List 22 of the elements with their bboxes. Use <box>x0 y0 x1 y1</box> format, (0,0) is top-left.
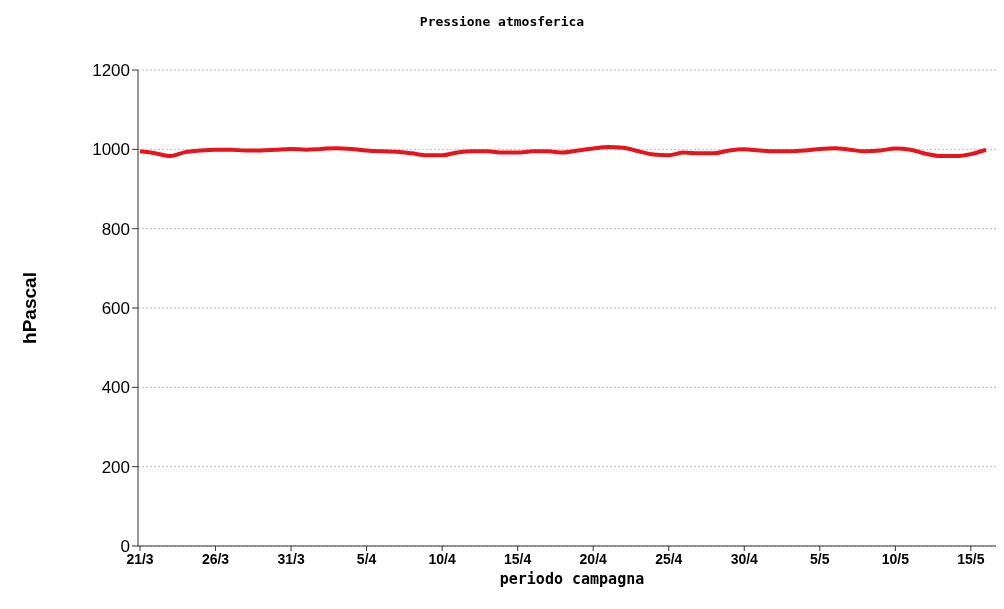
x-tick-label: 15/5 <box>957 551 985 567</box>
x-tick-label: 21/3 <box>126 551 154 567</box>
y-tick-label: 200 <box>101 457 130 477</box>
y-tick-label: 1000 <box>92 140 130 160</box>
x-tick-label: 30/4 <box>730 551 759 567</box>
x-tick-label: 25/4 <box>655 551 683 567</box>
y-tick-label: 600 <box>101 299 130 319</box>
x-tick-label: 10/5 <box>881 551 910 567</box>
x-tick-label: 26/3 <box>201 551 230 567</box>
y-axis-title: hPascal <box>19 272 41 344</box>
x-tick-label: 31/3 <box>277 551 305 567</box>
x-tick-label: 5/5 <box>810 551 830 567</box>
y-tick-label: 800 <box>101 219 130 239</box>
x-tick-label: 20/4 <box>579 551 608 567</box>
y-tick-label: 1200 <box>92 61 130 81</box>
x-axis-title: periodo campagna <box>498 570 646 588</box>
x-tick-label: 5/4 <box>356 551 377 567</box>
x-tick-label: 15/4 <box>504 551 532 567</box>
y-tick-label: 400 <box>101 378 130 398</box>
line-series <box>138 144 988 159</box>
x-tick-label: 10/4 <box>428 551 456 567</box>
chart-title: Pressione atmosferica <box>418 14 586 29</box>
